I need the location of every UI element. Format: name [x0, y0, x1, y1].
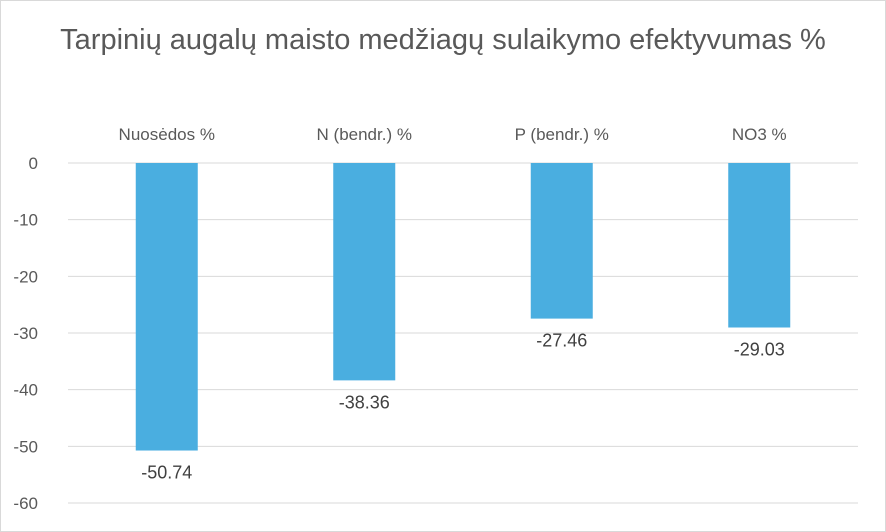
y-tick-label: -30: [13, 324, 38, 343]
data-labels: -50.74 -38.36 -27.46 -29.03: [141, 331, 785, 483]
bar: [333, 163, 396, 381]
category-label: P (bendr.) %: [515, 125, 609, 144]
gridlines: [68, 162, 858, 504]
data-label: -29.03: [734, 340, 785, 360]
category-label: N (bendr.) %: [317, 125, 412, 144]
category-label: Nuosėdos %: [119, 125, 215, 144]
data-label: -27.46: [536, 331, 587, 351]
y-tick-label: -40: [13, 381, 38, 400]
y-tick-label: 0: [29, 154, 38, 173]
y-tick-label: -60: [13, 494, 38, 513]
y-tick-label: -10: [13, 211, 38, 230]
bar: [530, 163, 593, 319]
chart-title: Tarpinių augalų maisto medžiagų sulaikym…: [60, 24, 826, 56]
data-label: -50.74: [141, 463, 192, 483]
y-axis: 0 -10 -20 -30 -40 -50 -60: [13, 154, 38, 513]
y-tick-label: -50: [13, 437, 38, 456]
category-label: NO3 %: [732, 125, 787, 144]
y-tick-label: -20: [13, 267, 38, 286]
bars: [135, 163, 791, 451]
bar: [728, 163, 791, 328]
x-axis: Nuosėdos % N (bendr.) % P (bendr.) % NO3 %: [119, 125, 787, 144]
bar: [135, 163, 198, 451]
data-label: -38.36: [339, 392, 390, 412]
